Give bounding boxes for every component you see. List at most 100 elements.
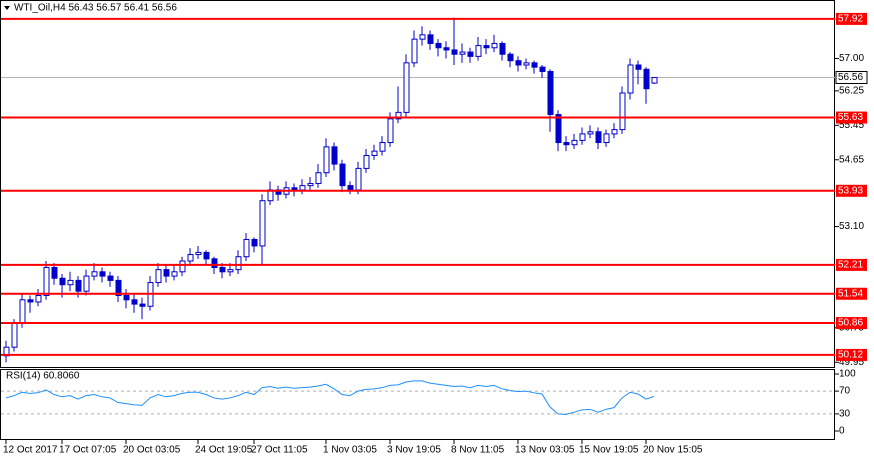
candle-body: [179, 260, 186, 273]
candle-body: [27, 299, 34, 303]
candle-body: [251, 238, 258, 247]
candle-body: [59, 277, 66, 286]
candle-body: [611, 129, 618, 135]
candle-body: [411, 38, 418, 64]
candle-body: [235, 256, 242, 271]
y-tick-label: 0: [839, 426, 845, 437]
candle-body: [403, 62, 410, 113]
candle-body: [379, 142, 386, 152]
candle-body: [67, 279, 74, 286]
chart-title: WTI_Oil,H4 56.43 56.57 56.41 56.56: [14, 3, 177, 14]
y-tick-label: 49.95: [839, 357, 864, 368]
y-tick-label: 30: [839, 409, 851, 420]
candle-body: [475, 45, 482, 57]
x-tick-label: 1 Nov 03:05: [323, 445, 377, 456]
candle-body: [123, 294, 130, 301]
candle-body: [395, 111, 402, 120]
candle-body: [299, 185, 306, 191]
candle-body: [595, 131, 602, 144]
candle-body: [531, 62, 538, 68]
menu-icon[interactable]: [4, 6, 10, 10]
candle-body: [107, 275, 114, 281]
candle-body: [195, 251, 202, 256]
candle-body: [339, 163, 346, 187]
x-tick-label: 17 Oct 07:05: [59, 445, 117, 456]
level-label: 53.93: [838, 185, 863, 196]
candle-body: [115, 279, 122, 296]
level-label-box: [836, 12, 867, 25]
candle-body: [451, 49, 458, 55]
candle-body: [355, 167, 362, 191]
x-tick-label: 15 Nov 19:05: [579, 445, 639, 456]
candle-body: [563, 142, 570, 146]
candle-body: [131, 299, 138, 305]
candle-body: [515, 60, 522, 66]
candle-body: [363, 154, 370, 169]
indicator-title: RSI(14) 60.8060: [6, 371, 80, 382]
level-label: 52.21: [838, 260, 863, 271]
level-label-box: [836, 184, 867, 197]
level-label: 50.86: [838, 318, 863, 329]
candle-body: [507, 53, 514, 62]
y-tick-label: 70: [839, 386, 851, 397]
y-tick-label: 57.00: [839, 53, 864, 64]
candle-body: [491, 42, 498, 49]
candle-body: [211, 258, 218, 268]
level-label: 57.92: [838, 14, 863, 25]
level-label-box: [836, 111, 867, 124]
x-tick-label: 27 Oct 11:05: [251, 445, 308, 456]
y-tick-label: 55.45: [839, 120, 864, 131]
indicator-panel: [0, 369, 835, 440]
candle-body: [19, 299, 26, 324]
candle-body: [163, 269, 170, 277]
level-label-box: [836, 348, 867, 361]
candle-body: [227, 269, 234, 273]
candle-body: [323, 146, 330, 174]
candle-body: [307, 182, 314, 187]
y-tick-label: 56.25: [839, 85, 864, 96]
candle-body: [259, 200, 266, 247]
candle-body: [75, 279, 82, 292]
candle-body: [635, 64, 642, 70]
candle-body: [387, 118, 394, 144]
candle-body: [467, 51, 474, 57]
candle-body: [539, 66, 546, 72]
candle-body: [11, 322, 18, 348]
price-panel: [0, 0, 835, 368]
candle-body: [435, 42, 442, 49]
candle-body: [99, 271, 106, 277]
level-label-box: [836, 258, 867, 271]
candle-body: [171, 271, 178, 277]
candle-body: [419, 34, 426, 40]
level-label-box: [836, 287, 867, 300]
candle-body: [347, 185, 354, 191]
candle-body: [219, 266, 226, 273]
candle-body: [187, 254, 194, 262]
candle-body: [315, 172, 322, 184]
candle-body: [579, 133, 586, 141]
candle-body: [427, 34, 434, 44]
candle-body: [627, 64, 634, 94]
candle-body: [571, 139, 578, 146]
level-label-box: [836, 317, 867, 330]
candle-body: [155, 269, 162, 284]
candle-body: [83, 275, 90, 292]
indicator-line: [5, 380, 655, 415]
candle-body: [499, 42, 506, 55]
y-tick-label: 53.10: [839, 221, 864, 232]
x-tick-label: 12 Oct 2017: [3, 445, 58, 456]
candle-body: [643, 68, 650, 90]
candle-body: [619, 92, 626, 131]
candle-body: [91, 271, 98, 277]
level-label: 50.12: [838, 350, 863, 361]
candle-body: [51, 266, 58, 279]
candle-body: [547, 70, 554, 116]
level-label: 51.54: [838, 288, 863, 299]
x-tick-label: 20 Nov 15:05: [643, 445, 703, 456]
candle-body: [587, 131, 594, 135]
candle-body: [443, 47, 450, 51]
candle-body: [35, 294, 42, 303]
candle-body: [603, 133, 610, 144]
